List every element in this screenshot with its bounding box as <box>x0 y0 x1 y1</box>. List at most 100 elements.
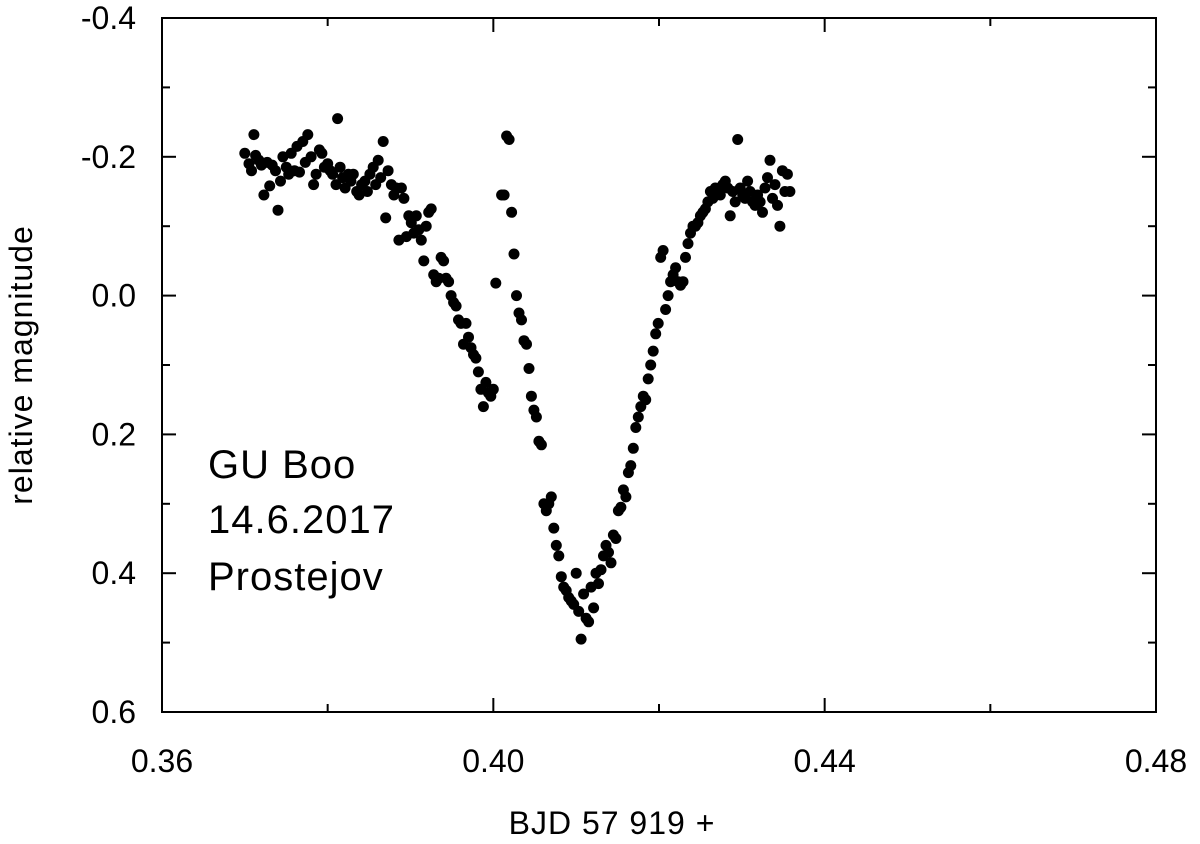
data-point <box>398 192 410 204</box>
data-point <box>438 255 450 267</box>
data-point <box>714 189 726 201</box>
data-point <box>415 234 427 246</box>
data-point <box>570 567 582 579</box>
y-tick-label: 0.4 <box>92 555 136 591</box>
data-point <box>759 182 771 194</box>
data-point <box>334 161 346 173</box>
data-point <box>508 248 520 260</box>
data-point <box>784 186 796 197</box>
data-point <box>239 147 251 159</box>
annotation-date: 14.6.2017 <box>208 498 395 542</box>
data-point <box>511 290 522 302</box>
x-tick-label: 0.44 <box>794 743 856 779</box>
data-point <box>347 168 359 180</box>
y-tick-label: 0.0 <box>92 278 136 314</box>
data-point <box>308 179 320 191</box>
data-point <box>625 460 637 472</box>
data-point <box>382 165 394 177</box>
data-point <box>316 147 328 159</box>
data-point <box>443 276 455 288</box>
data-point <box>593 578 604 590</box>
data-point <box>548 522 560 534</box>
data-point <box>477 401 489 413</box>
data-point <box>729 196 741 208</box>
data-point <box>506 206 518 218</box>
data-point <box>578 588 590 600</box>
data-point <box>470 352 482 364</box>
y-tick-label: -0.4 <box>81 0 136 36</box>
data-point <box>258 189 270 201</box>
data-point <box>595 564 607 576</box>
data-point <box>353 189 365 201</box>
data-point <box>361 186 373 197</box>
data-point <box>410 210 422 222</box>
data-point <box>632 411 644 423</box>
data-point <box>294 166 305 178</box>
data-point <box>380 212 392 224</box>
data-point <box>480 376 492 388</box>
x-tick-label: 0.48 <box>1125 743 1187 779</box>
data-point <box>516 314 527 326</box>
data-point <box>774 220 786 232</box>
data-point <box>772 199 783 211</box>
data-point <box>627 442 639 454</box>
data-point <box>302 129 314 141</box>
data-point <box>677 276 689 288</box>
data-point <box>503 134 515 145</box>
data-point <box>372 154 384 166</box>
data-point <box>605 557 617 569</box>
data-point <box>615 501 627 513</box>
data-point <box>620 491 632 503</box>
y-tick-label: 0.2 <box>92 416 136 452</box>
data-point <box>660 304 672 315</box>
data-point <box>270 165 281 177</box>
data-point <box>330 179 342 191</box>
data-point <box>640 394 652 406</box>
y-axis-title: relative magnitude <box>3 225 39 504</box>
data-point <box>525 390 537 402</box>
data-point <box>272 204 284 216</box>
data-point <box>523 363 535 374</box>
annotation-star-name: GU Boo <box>208 443 356 487</box>
data-point <box>327 168 339 180</box>
data-point <box>310 168 322 180</box>
data-point <box>264 180 276 192</box>
data-point <box>588 602 600 614</box>
data-point <box>662 290 674 302</box>
data-point <box>645 359 657 371</box>
data-point <box>535 439 547 451</box>
data-point <box>610 533 622 544</box>
data-point <box>418 255 430 267</box>
data-point <box>781 168 793 180</box>
data-point <box>573 605 585 617</box>
data-point <box>757 206 768 218</box>
data-point <box>460 317 472 329</box>
y-tick-label: 0.6 <box>92 694 136 730</box>
data-point <box>762 172 773 184</box>
plot-frame <box>161 17 1157 713</box>
data-point <box>754 196 766 208</box>
data-point <box>375 172 387 184</box>
data-point <box>555 571 567 583</box>
data-point <box>657 245 669 256</box>
data-point <box>647 345 659 357</box>
data-point <box>742 175 754 187</box>
data-point <box>682 238 694 250</box>
data-point <box>530 411 542 423</box>
x-tick-label: 0.40 <box>462 743 524 779</box>
data-point <box>603 546 614 558</box>
data-point <box>463 331 474 343</box>
data-point <box>332 113 344 125</box>
data-point <box>724 210 736 222</box>
data-point <box>583 616 595 628</box>
data-point <box>490 277 502 289</box>
data-point <box>575 633 587 645</box>
data-point <box>450 300 462 312</box>
data-point <box>487 383 499 395</box>
data-point <box>246 165 257 177</box>
data-point <box>277 151 289 163</box>
data-point <box>650 328 662 340</box>
axis-ticks <box>161 17 1157 713</box>
annotation-site: Prostejov <box>208 555 384 599</box>
